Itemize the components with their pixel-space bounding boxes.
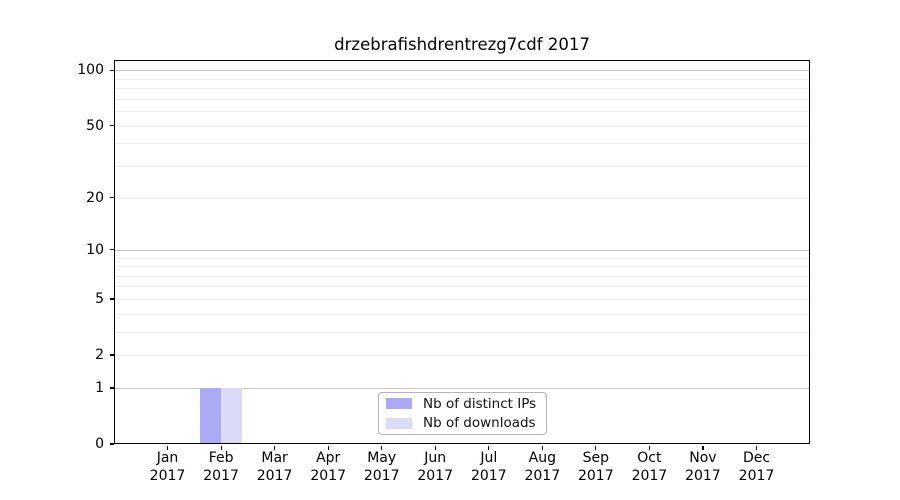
x-tick-mark xyxy=(488,445,490,450)
y-tick-mark xyxy=(109,443,114,445)
x-tick-label: Jan 2017 xyxy=(125,450,211,485)
x-tick-label: Jun 2017 xyxy=(392,450,478,485)
gridline-minor xyxy=(114,125,810,127)
x-tick-year: 2017 xyxy=(149,467,186,484)
x-tick-year: 2017 xyxy=(685,467,721,484)
y-tick-mark xyxy=(109,69,114,71)
legend-item-downloads: Nb of downloads xyxy=(386,414,546,432)
legend-swatch-distinct-ips xyxy=(386,398,412,410)
x-tick-month: Sep xyxy=(582,450,609,466)
y-tick-mark xyxy=(109,196,114,199)
legend-label-downloads: Nb of downloads xyxy=(423,415,536,432)
x-tick-mark xyxy=(434,445,436,450)
gridline-major xyxy=(114,70,810,72)
x-tick-month: Jun xyxy=(424,450,447,466)
plot-area-border xyxy=(114,60,810,444)
x-tick-year: 2017 xyxy=(577,467,614,484)
x-tick-mark xyxy=(595,445,597,450)
x-tick-label: Oct 2017 xyxy=(606,450,692,485)
bar-downloads-feb xyxy=(221,387,243,444)
legend: Nb of distinct IPs Nb of downloads xyxy=(378,392,547,435)
y-tick-mark xyxy=(109,249,114,251)
x-tick-mark xyxy=(648,445,651,450)
x-tick-label: Nov 2017 xyxy=(660,450,746,485)
x-tick-mark xyxy=(327,445,329,450)
x-tick-month: Feb xyxy=(208,450,234,466)
x-tick-year: 2017 xyxy=(203,467,239,484)
y-tick-mark xyxy=(109,298,114,300)
x-tick-label: Mar 2017 xyxy=(232,450,318,485)
gridline-minor xyxy=(114,98,810,100)
x-tick-year: 2017 xyxy=(363,467,400,484)
y-tick-mark xyxy=(109,354,114,356)
x-tick-year: 2017 xyxy=(256,467,293,484)
x-tick-month: Mar xyxy=(261,450,288,466)
x-tick-month: Aug xyxy=(528,450,556,466)
y-tick-label: 1 xyxy=(95,379,104,396)
gridline-minor xyxy=(114,355,810,356)
legend-swatch-downloads xyxy=(386,417,412,429)
legend-label-distinct-ips: Nb of distinct IPs xyxy=(423,395,537,412)
y-tick-label: 0 xyxy=(95,436,104,452)
x-tick-mark xyxy=(381,445,383,450)
x-tick-label: Jul 2017 xyxy=(446,450,532,485)
x-tick-label: Apr 2017 xyxy=(285,450,371,485)
x-tick-year: 2017 xyxy=(417,467,453,484)
chart-title: drzebrafishdrentrezg7cdf 2017 xyxy=(334,35,590,54)
gridline-minor xyxy=(114,197,810,199)
y-tick-label: 5 xyxy=(95,290,104,307)
x-tick-month: Apr xyxy=(316,450,341,466)
x-tick-mark xyxy=(755,445,758,450)
x-tick-year: 2017 xyxy=(470,467,507,484)
x-tick-year: 2017 xyxy=(310,467,346,484)
legend-item-distinct-ips: Nb of distinct IPs xyxy=(386,395,546,413)
x-tick-mark xyxy=(541,445,543,450)
gridline-minor xyxy=(114,257,810,259)
x-tick-mark xyxy=(220,445,222,450)
x-tick-label: Aug 2017 xyxy=(499,450,585,485)
y-tick-label: 50 xyxy=(86,117,104,134)
gridline-minor xyxy=(114,111,810,113)
x-tick-label: Dec 2017 xyxy=(714,450,800,485)
gridline-minor xyxy=(114,143,810,145)
x-tick-month: May xyxy=(367,450,397,466)
x-tick-month: Jan xyxy=(156,450,179,466)
gridline-minor xyxy=(114,88,810,90)
gridline-minor xyxy=(114,313,810,315)
bar-distinct-ips-feb xyxy=(199,387,222,444)
y-tick-label: 20 xyxy=(86,189,104,206)
x-tick-month: Dec xyxy=(742,450,771,466)
x-tick-label: Sep 2017 xyxy=(553,450,639,485)
x-tick-label: Feb 2017 xyxy=(178,450,264,485)
y-tick-mark xyxy=(109,125,114,127)
x-tick-label: May 2017 xyxy=(339,450,425,485)
x-tick-mark xyxy=(166,445,169,450)
gridline-minor xyxy=(114,298,810,300)
y-tick-label: 2 xyxy=(95,347,104,363)
y-tick-label: 100 xyxy=(77,62,104,79)
gridline-major xyxy=(114,249,810,251)
x-tick-mark xyxy=(274,445,276,450)
x-tick-month: Oct xyxy=(637,450,662,466)
y-tick-label: 10 xyxy=(86,241,104,258)
y-tick-mark xyxy=(109,387,114,389)
gridline-minor xyxy=(114,78,810,80)
gridline-minor xyxy=(114,286,810,288)
x-tick-year: 2017 xyxy=(524,467,561,484)
x-tick-mark xyxy=(702,445,704,450)
gridline-minor xyxy=(114,266,810,268)
gridline-minor xyxy=(114,331,810,333)
gridline-major xyxy=(114,387,810,389)
gridline-minor xyxy=(114,165,810,167)
x-tick-year: 2017 xyxy=(738,467,775,484)
x-tick-year: 2017 xyxy=(631,467,668,484)
x-tick-month: Jul xyxy=(480,450,498,466)
x-tick-month: Nov xyxy=(689,450,717,466)
gridline-minor xyxy=(114,275,810,277)
